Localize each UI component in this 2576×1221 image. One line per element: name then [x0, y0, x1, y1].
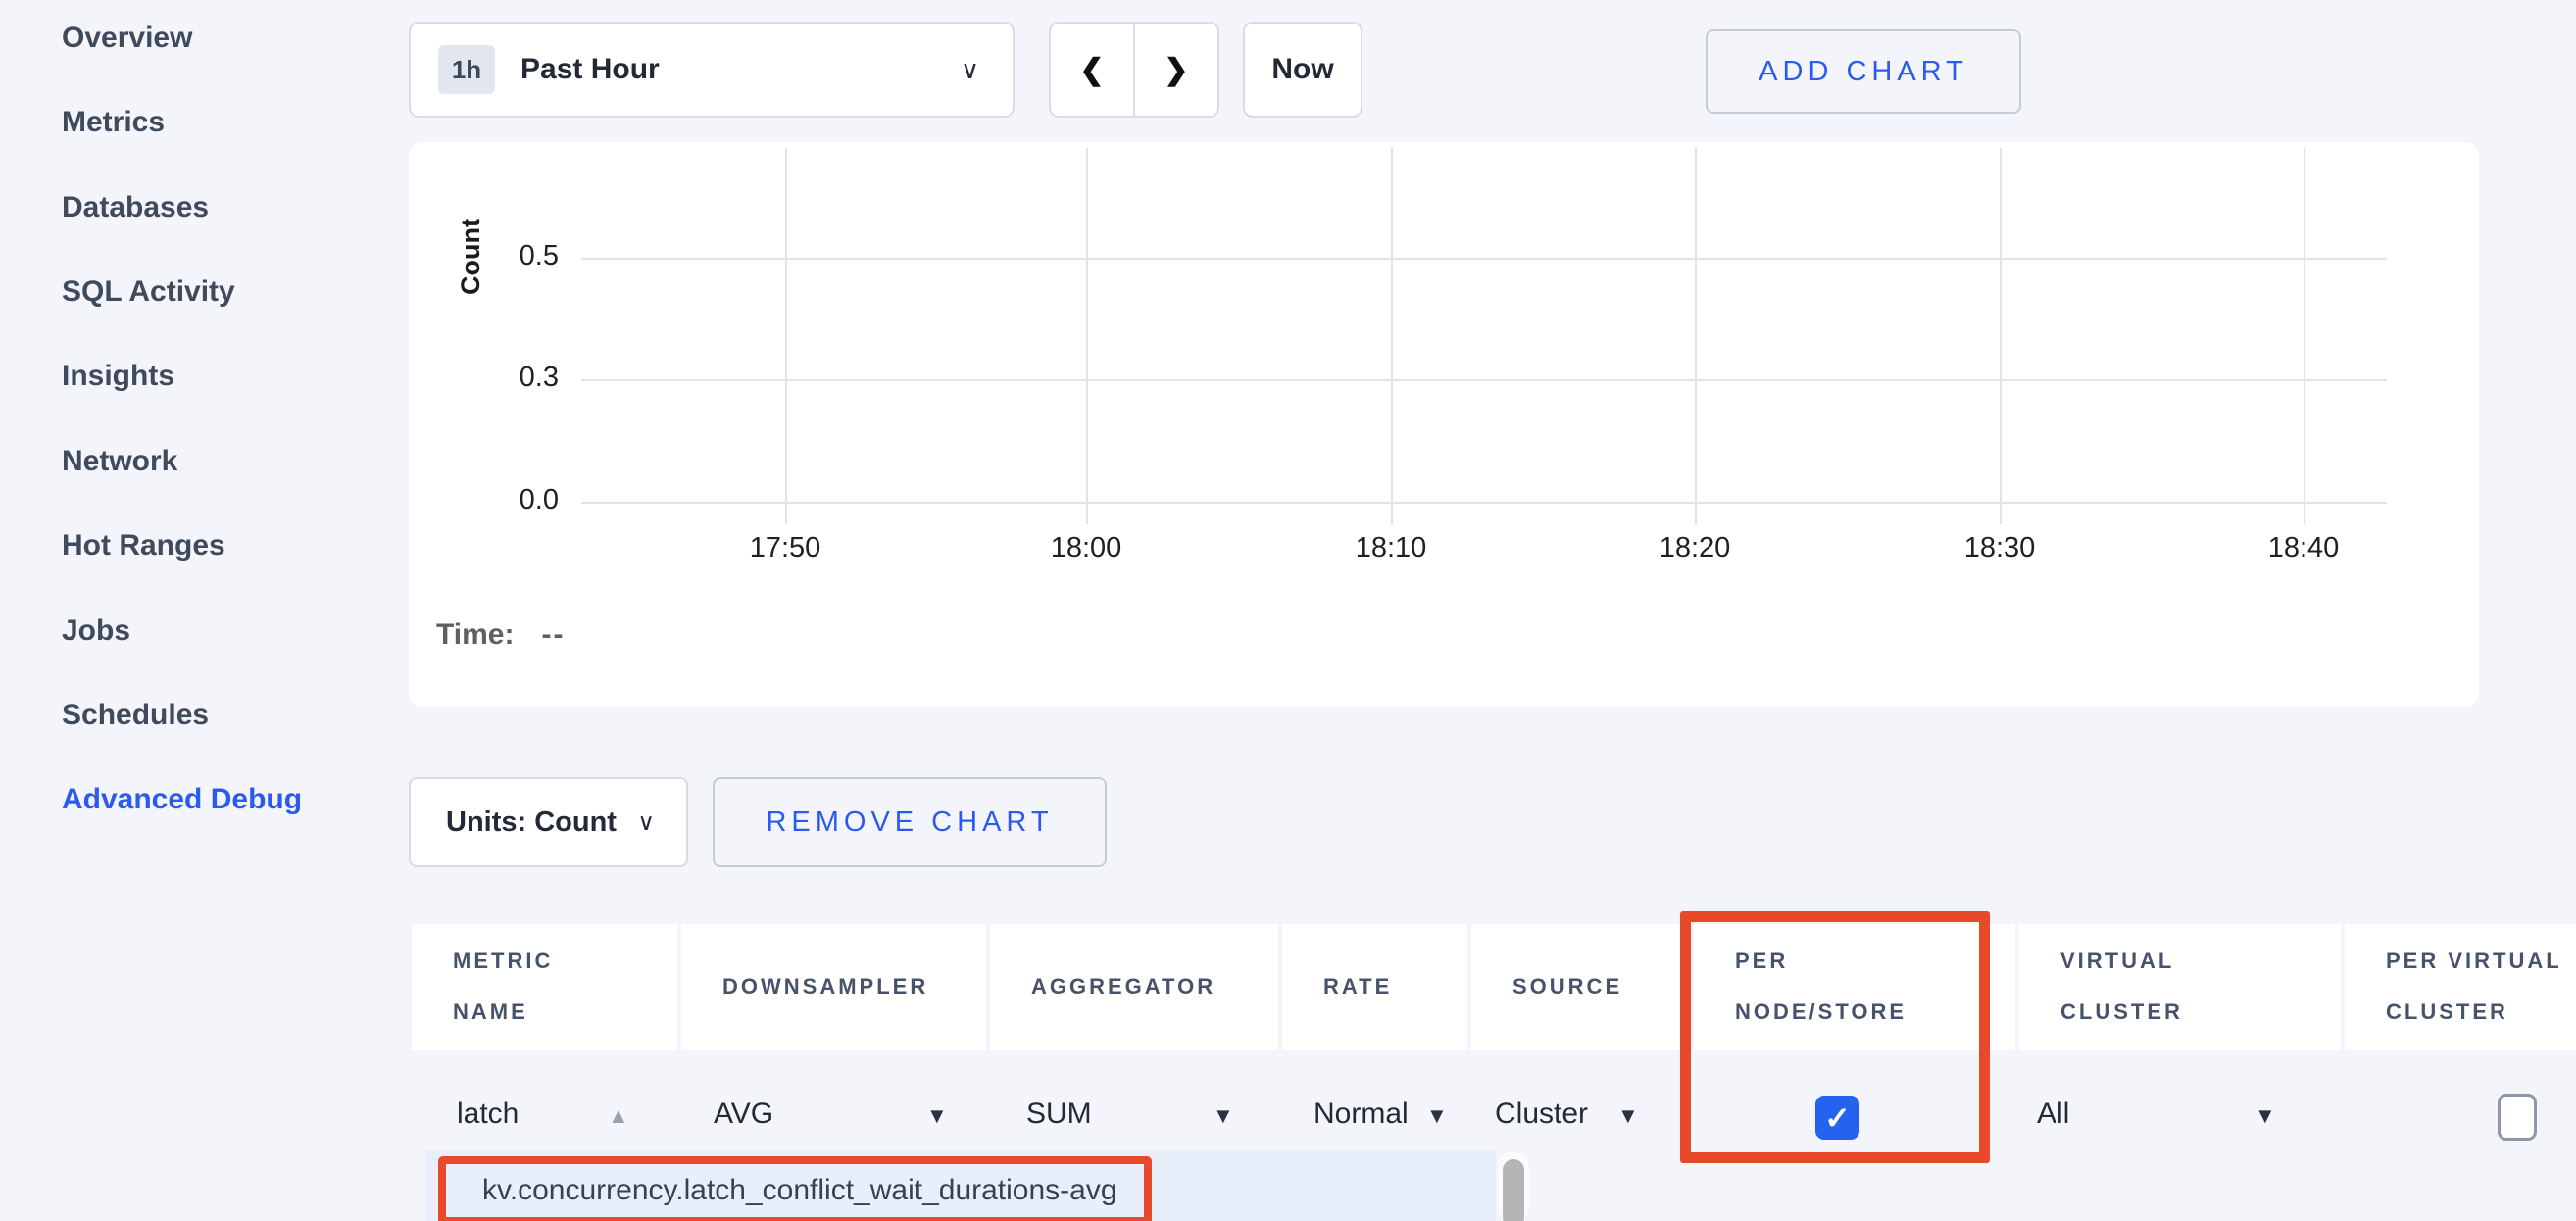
header-per-node-store: PER NODE/STORE: [1694, 924, 2015, 1050]
chevron-left-icon: ❮: [1079, 53, 1105, 86]
gridline-vertical: [1695, 148, 1697, 524]
dropdown-scrollbar-thumb[interactable]: [1503, 1159, 1524, 1221]
header-line: NAME: [453, 1000, 528, 1024]
aggregator-select[interactable]: SUM: [1026, 1098, 1092, 1130]
gridline-horizontal: [581, 379, 2387, 381]
time-label: Time:: [436, 618, 515, 651]
y-tick-label: 0.5: [519, 240, 559, 271]
header-source: SOURCE: [1471, 924, 1690, 1050]
checkmark-icon: ✓: [1824, 1099, 1851, 1136]
sidebar-item-metrics[interactable]: Metrics: [62, 106, 166, 138]
prev-timerange-button[interactable]: ❮: [1049, 22, 1134, 118]
units-dropdown-label: Units: Count: [446, 806, 617, 838]
sidebar-item-network[interactable]: Network: [62, 445, 178, 477]
gridline-vertical: [2304, 148, 2305, 524]
gridline-vertical: [785, 148, 787, 524]
sidebar-item-databases[interactable]: Databases: [62, 191, 210, 223]
y-tick-label: 0.0: [519, 484, 559, 515]
x-tick-label: 18:40: [2267, 532, 2340, 563]
sidebar-item-hot-ranges[interactable]: Hot Ranges: [62, 529, 225, 562]
timescale-badge: 1h: [438, 45, 495, 94]
caret-up-icon: ▲: [608, 1103, 629, 1128]
caret-down-icon: ▼: [2254, 1103, 2276, 1128]
sidebar-item-overview[interactable]: Overview: [62, 22, 193, 54]
caret-down-icon: ▼: [1213, 1103, 1234, 1128]
chevron-right-icon: ❯: [1164, 53, 1189, 86]
header-line: DOWNSAMPLER: [722, 974, 929, 999]
add-chart-button[interactable]: ADD CHART: [1706, 29, 2021, 114]
timescale-dropdown[interactable]: 1h Past Hour ∨: [409, 22, 1015, 118]
timescale-step-buttons: ❮ ❯: [1049, 22, 1219, 118]
header-line: SOURCE: [1512, 974, 1623, 999]
chevron-down-icon: ∨: [960, 54, 979, 84]
metric-name-select[interactable]: latch: [457, 1098, 520, 1130]
hover-time-readout: Time: --: [436, 618, 565, 652]
per-node-store-checkbox[interactable]: ✓: [1815, 1096, 1859, 1140]
header-line: NODE/STORE: [1735, 1000, 1907, 1024]
caret-down-icon: ▼: [1426, 1103, 1448, 1128]
header-metric-name: METRIC NAME: [412, 924, 677, 1050]
x-tick-label: 18:00: [1050, 532, 1122, 563]
next-timerange-button[interactable]: ❯: [1134, 22, 1219, 118]
header-virtual-cluster: VIRTUAL CLUSTER: [2019, 924, 2341, 1050]
timescale-label: Past Hour: [520, 53, 660, 85]
header-rate: RATE: [1282, 924, 1467, 1050]
gridline-horizontal: [581, 258, 2387, 260]
x-tick-label: 18:10: [1355, 532, 1427, 563]
virtual-cluster-select[interactable]: All: [2037, 1098, 2070, 1130]
time-value: --: [541, 618, 566, 651]
sidebar-item-jobs[interactable]: Jobs: [62, 614, 131, 647]
gridline-horizontal: [581, 502, 2387, 504]
header-per-virtual-cluster: PER VIRTUAL CLUSTER: [2345, 924, 2576, 1050]
gridline-vertical: [1391, 148, 1393, 524]
header-line: CLUSTER: [2060, 1000, 2183, 1024]
source-select[interactable]: Cluster: [1495, 1098, 1589, 1130]
header-downsampler: DOWNSAMPLER: [681, 924, 986, 1050]
y-tick-label: 0.3: [519, 362, 559, 393]
now-button[interactable]: Now: [1243, 22, 1362, 118]
chevron-down-icon: ∨: [637, 808, 655, 836]
units-dropdown[interactable]: Units: Count ∨: [409, 777, 688, 867]
x-tick-label: 17:50: [749, 532, 821, 563]
header-line: PER: [1735, 949, 1789, 973]
metric-suggestion-item[interactable]: kv.concurrency.latch_conflict_wait_durat…: [482, 1174, 1117, 1206]
sidebar-item-insights[interactable]: Insights: [62, 360, 175, 392]
x-tick-label: 18:30: [1963, 532, 2036, 563]
caret-down-icon: ▼: [1617, 1103, 1639, 1128]
header-line: CLUSTER: [2386, 1000, 2508, 1024]
header-line: PER VIRTUAL: [2386, 949, 2562, 973]
sidebar-item-sql-activity[interactable]: SQL Activity: [62, 275, 235, 308]
sidebar-item-advanced-debug[interactable]: Advanced Debug: [62, 783, 303, 815]
gridline-vertical: [1086, 148, 1088, 524]
header-aggregator: AGGREGATOR: [990, 924, 1278, 1050]
header-line: RATE: [1323, 974, 1393, 999]
caret-down-icon: ▼: [926, 1103, 948, 1128]
header-line: AGGREGATOR: [1031, 974, 1216, 999]
sidebar-item-schedules[interactable]: Schedules: [62, 699, 210, 731]
rate-select[interactable]: Normal: [1313, 1098, 1409, 1130]
header-line: VIRTUAL: [2060, 949, 2175, 973]
metric-suggestion-dropdown: kv.concurrency.latch_conflict_wait_durat…: [425, 1150, 1496, 1221]
remove-chart-button[interactable]: REMOVE CHART: [713, 777, 1107, 867]
gridline-vertical: [2000, 148, 2002, 524]
per-virtual-cluster-checkbox[interactable]: [2498, 1094, 2537, 1141]
downsampler-select[interactable]: AVG: [714, 1098, 774, 1130]
custom-chart-card[interactable]: Count 0.5 0.3 0.0 17:50 18:00 18:10 18:2…: [409, 142, 2479, 707]
header-line: METRIC: [453, 949, 554, 973]
x-tick-label: 18:20: [1659, 532, 1731, 563]
